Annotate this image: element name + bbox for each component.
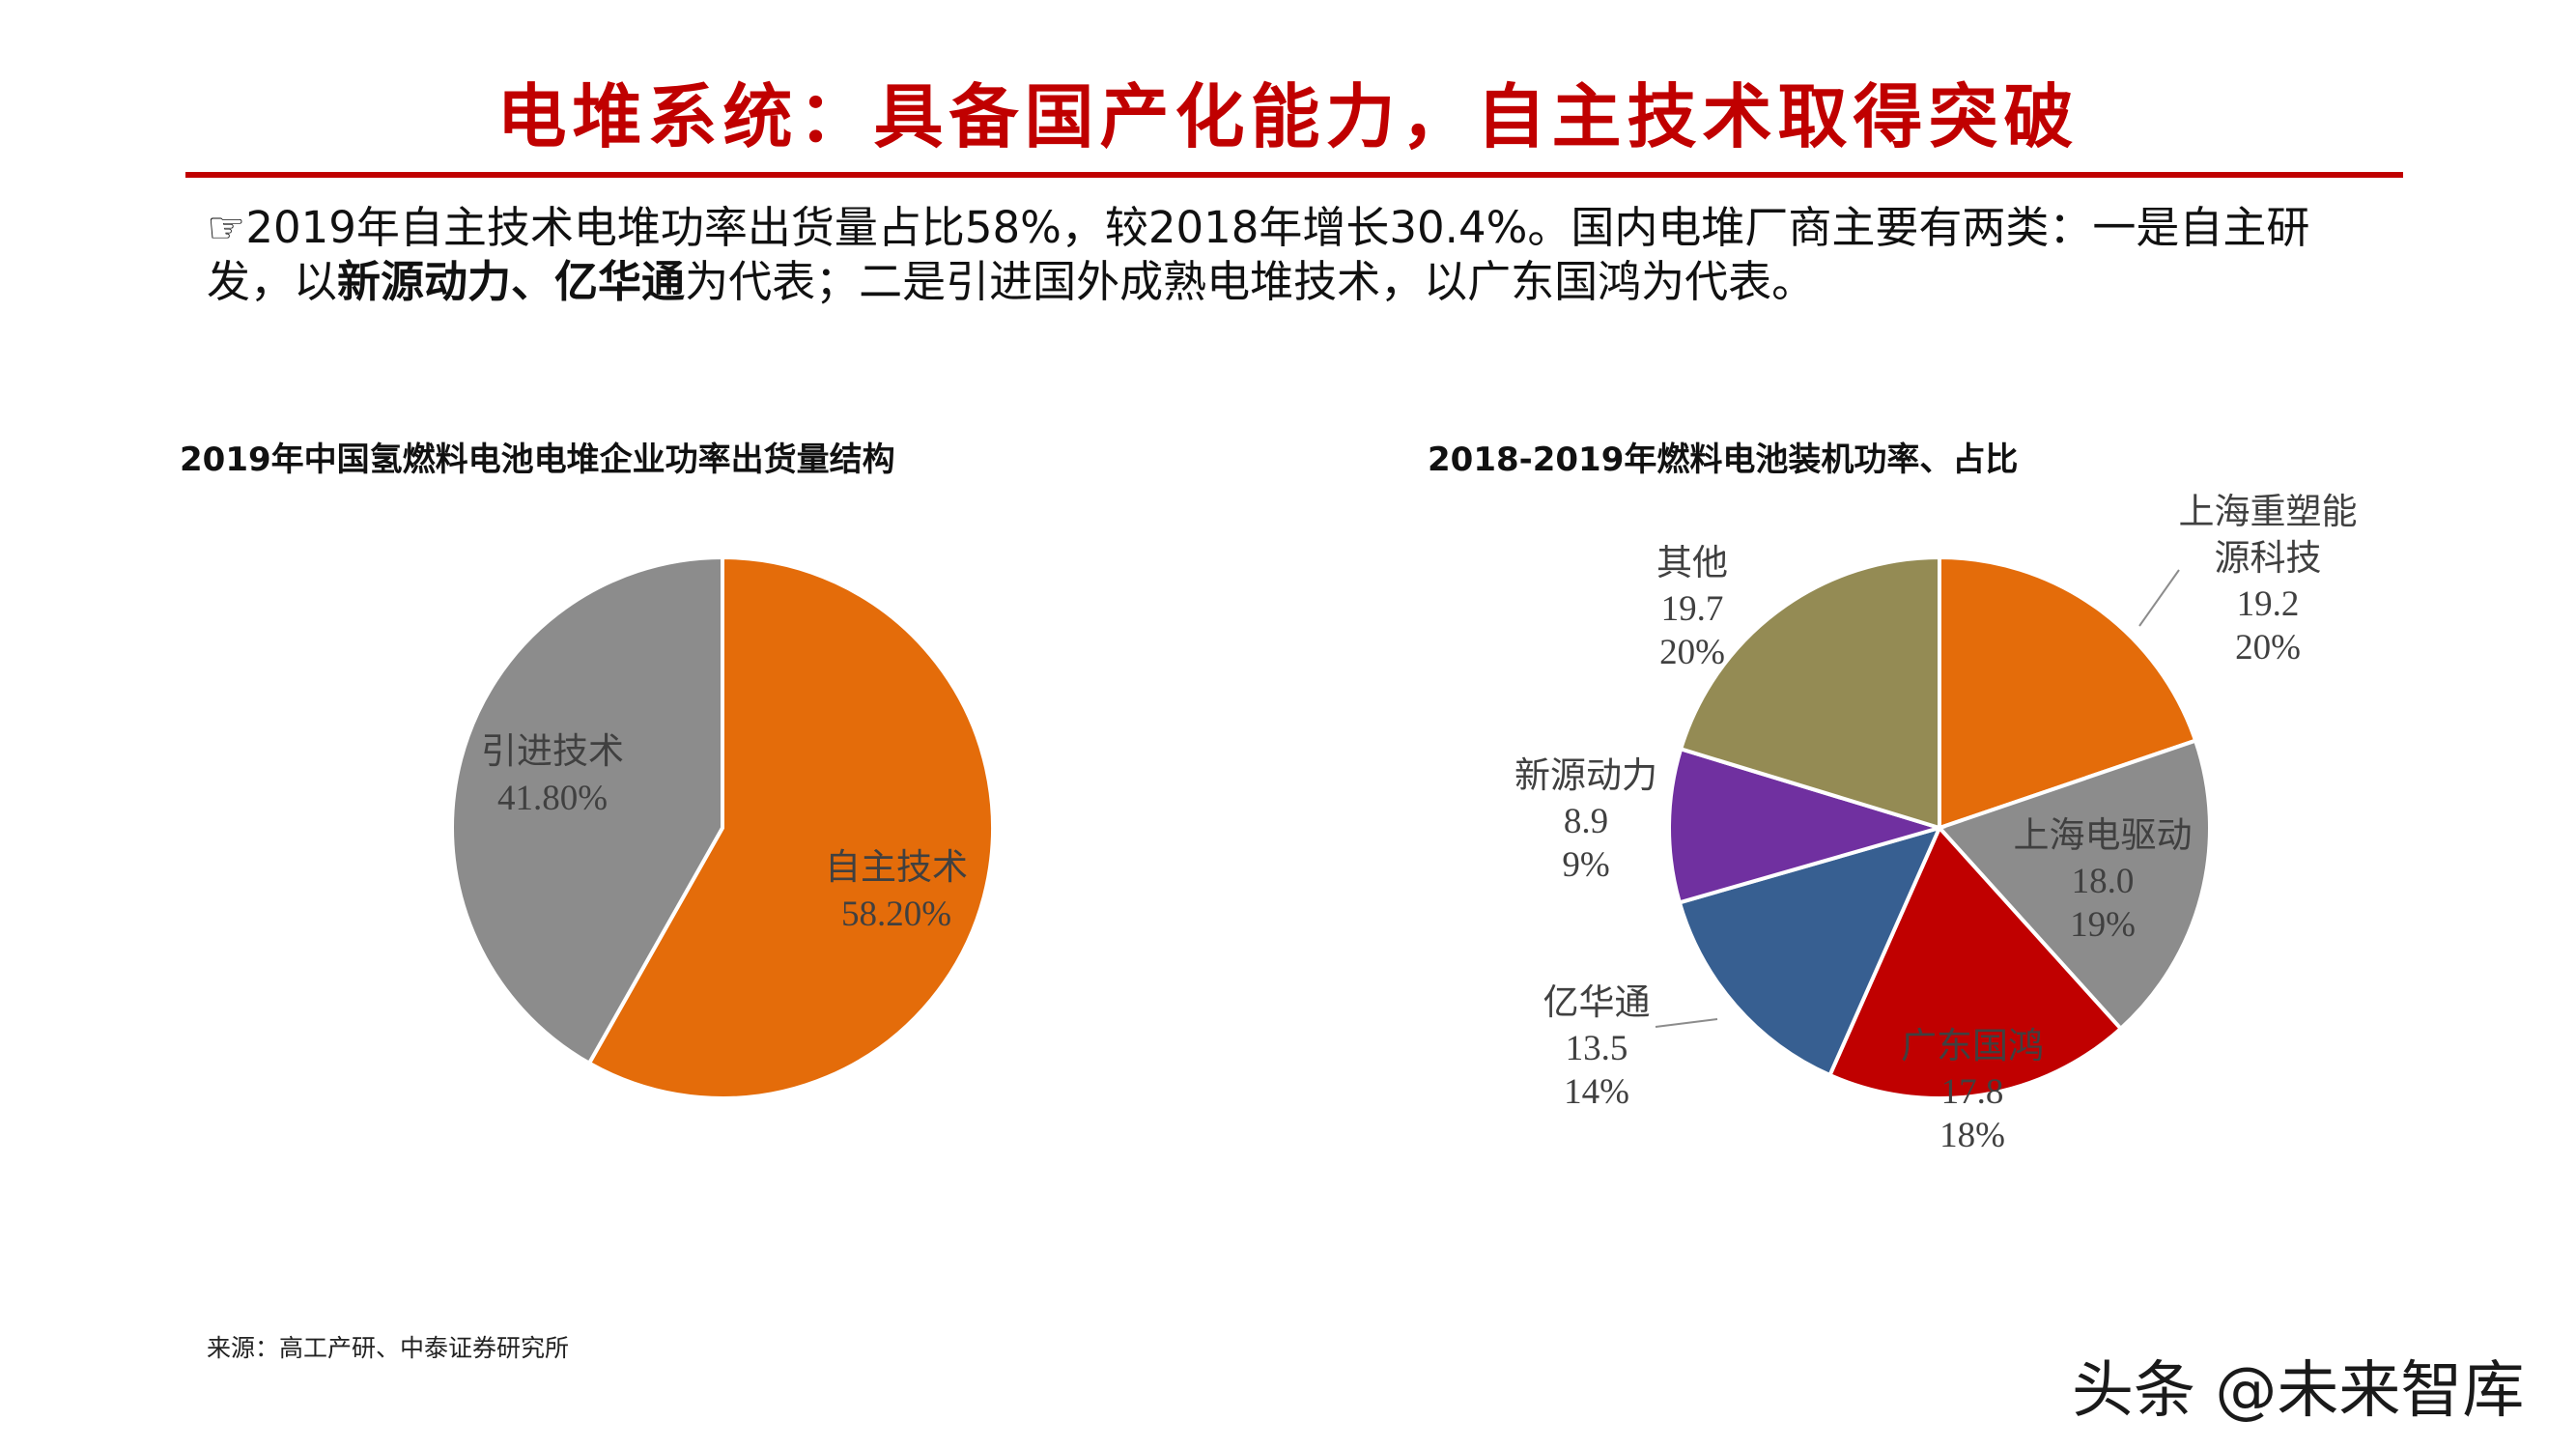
pie-chart-1: 自主技术 58.20% 引进技术 41.80% — [450, 554, 995, 1100]
pie2-label-name-4: 新源动力 — [1514, 755, 1657, 796]
pie2-label-value-2: 17.8 — [1941, 1072, 2004, 1112]
pie2-label-name-1: 上海电驱动 — [2014, 816, 2193, 856]
pie2-label-percent-2: 18% — [1939, 1116, 2005, 1155]
pie2-label-percent-5: 20% — [1659, 633, 1725, 672]
pie2-slice-1 — [1936, 738, 2212, 1032]
bullet-icon: ☞ — [207, 202, 246, 253]
pie2-label-name-2: 广东国鸿 — [1901, 1026, 2044, 1066]
pie2-label-name-5: 其他 — [1656, 544, 1728, 583]
pie2-label-value-5: 19.7 — [1661, 589, 1724, 629]
pie2-label-value-1: 18.0 — [2072, 862, 2135, 901]
chart1-title: 2019年中国氢燃料电池电堆企业功率出货量结构 — [180, 440, 895, 479]
pie1-slice-0 — [586, 554, 995, 1100]
pie2-leader-line-3 — [1655, 1018, 1718, 1028]
intro-bold-1: 新源动力 — [337, 256, 512, 307]
intro-bold-2: 亿华通 — [554, 256, 686, 307]
pie2-label-value-0: 19.2 — [2237, 584, 2300, 624]
pie1-slice-1 — [450, 554, 724, 1066]
title-divider — [185, 172, 2403, 178]
intro-text-1: 2019年自主技术电堆功率出货量占比58%，较2018年增长30.4%。国内电堆… — [207, 202, 2310, 307]
chart2-title: 2018-2019年燃料电池装机功率、占比 — [1428, 440, 2019, 479]
pie1-label-value-1: 41.80% — [497, 779, 608, 818]
pie2-label-name-b-0: 源科技 — [2215, 539, 2322, 579]
pie2-label-percent-0: 20% — [2235, 628, 2301, 668]
pie1-label-value-0: 58.20% — [841, 895, 951, 934]
watermark: 头条 @未来智库 — [2072, 1355, 2525, 1427]
pie2-label-percent-4: 9% — [1562, 845, 1609, 885]
pie2-slice-4 — [1667, 746, 1947, 905]
pie2-label-value-3: 13.5 — [1566, 1029, 1628, 1068]
pie2-label-name-a-0: 上海重塑能 — [2179, 492, 2358, 532]
pie2-label-percent-1: 19% — [2070, 905, 2136, 945]
page-title: 电堆系统：具备国产化能力，自主技术取得突破 — [496, 75, 2080, 157]
intro-text-2: 为代表；二是引进国外成熟电堆技术，以广东国鸿为代表。 — [685, 256, 1816, 307]
pie1-label-name-0: 自主技术 — [825, 847, 968, 888]
pie2-slice-3 — [1677, 824, 1943, 1078]
pie2-slice-0 — [1938, 554, 2198, 831]
intro-paragraph: ☞2019年自主技术电堆功率出货量占比58%，较2018年增长30.4%。国内电… — [207, 201, 2370, 309]
source-note: 来源：高工产研、中泰证券研究所 — [207, 1334, 570, 1362]
intro-separator: 、 — [511, 256, 555, 307]
pie1-label-name-1: 引进技术 — [481, 732, 624, 772]
pie2-label-value-4: 8.9 — [1564, 802, 1608, 841]
pie2-label-name-3: 亿华通 — [1543, 982, 1651, 1023]
pie-chart-2: 上海重塑能源科技19.220%上海电驱动18.019%广东国鸿17.818%亿华… — [1514, 492, 2358, 1155]
pie2-leader-line-0 — [2138, 569, 2180, 627]
pie2-slice-5 — [1678, 554, 1941, 831]
pie2-slice-2 — [1826, 824, 2124, 1100]
pie2-label-percent-3: 14% — [1564, 1072, 1629, 1112]
